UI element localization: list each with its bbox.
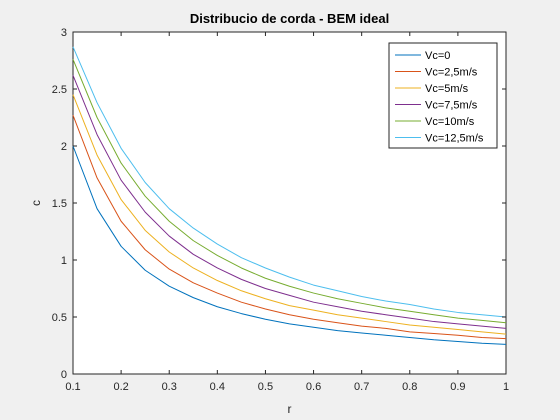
- x-tick-label: 0.2: [113, 381, 128, 393]
- x-tick-label: 0.3: [162, 381, 177, 393]
- y-tick-label: 1: [61, 255, 67, 267]
- y-tick-label: 0.5: [52, 312, 67, 324]
- x-tick-label: 1: [503, 381, 509, 393]
- x-tick-label: 0.9: [450, 381, 465, 393]
- y-axis-label: c: [29, 200, 43, 206]
- y-tick-label: 2: [61, 141, 67, 153]
- legend: Vc=0 Vc=2,5m/s Vc=5m/s Vc=7,5m/s Vc=10m/s Vc=…: [389, 43, 497, 148]
- x-tick-label: 0.1: [65, 381, 80, 393]
- x-tick-label: 0.6: [306, 381, 321, 393]
- legend-label: Vc=10m/s: [425, 116, 475, 128]
- chart-title: Distribucio de corda - BEM ideal: [190, 11, 389, 26]
- legend-label: Vc=2,5m/s: [425, 67, 478, 79]
- legend-label: Vc=12,5m/s: [425, 133, 484, 145]
- x-tick-label: 0.5: [258, 381, 273, 393]
- y-tick-label: 3: [61, 27, 67, 39]
- y-tick-label: 1.5: [52, 198, 67, 210]
- y-tick-label: 2.5: [52, 84, 67, 96]
- x-tick-label: 0.4: [210, 381, 225, 393]
- x-tick-label: 0.8: [402, 381, 417, 393]
- y-tick-label: 0: [61, 369, 67, 381]
- legend-label: Vc=7,5m/s: [425, 100, 478, 112]
- x-axis-label: r: [288, 402, 292, 416]
- x-tick-label: 0.7: [354, 381, 369, 393]
- legend-label: Vc=0: [425, 50, 450, 62]
- legend-label: Vc=5m/s: [425, 83, 469, 95]
